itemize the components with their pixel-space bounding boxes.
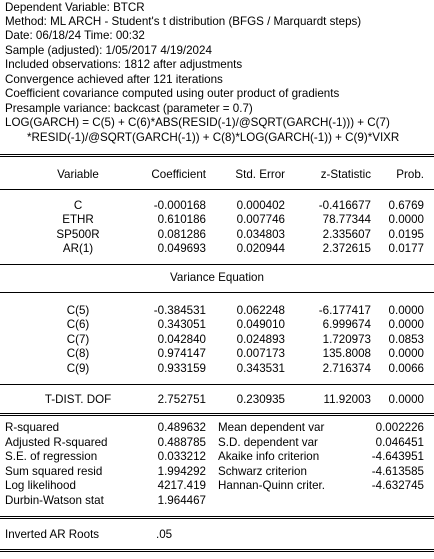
row-prob: 0.0853 — [388, 333, 424, 346]
col-coefficient: Coefficient — [151, 168, 206, 181]
row-coefficient: 2.752751 — [157, 393, 206, 406]
row-prob: 0.0000 — [388, 393, 424, 406]
dependent-variable: Dependent Variable: BTCR — [5, 1, 145, 14]
row-prob: 0.0000 — [388, 318, 424, 331]
row-std-error: 0.230935 — [236, 393, 285, 406]
sample-line: Sample (adjusted): 1/05/2017 4/19/2024 — [5, 44, 212, 57]
col-variable: Variable — [57, 168, 99, 181]
row-std-error: 0.000402 — [236, 199, 285, 212]
row-std-error: 0.049010 — [236, 318, 285, 331]
tdist-top-rule — [0, 384, 434, 385]
stat-label: Sum squared resid — [5, 465, 103, 478]
garch-equation-line-2: *RESID(-1)/@SQRT(GARCH(-1)) + C(8)*LOG(G… — [27, 131, 400, 144]
stat-value: 0.488785 — [157, 436, 206, 449]
row-z-statistic: 2.335607 — [322, 228, 371, 241]
stat-value: 0.033212 — [157, 450, 206, 463]
header-rule — [0, 189, 434, 190]
stat-label: S.E. of regression — [5, 450, 98, 463]
variance-top-rule — [0, 264, 434, 265]
stat-value: 1.994292 — [157, 465, 206, 478]
row-coefficient: 0.933159 — [157, 362, 206, 375]
row-z-statistic: 2.372615 — [322, 242, 371, 255]
stat-label: Durbin-Watson stat — [5, 494, 104, 507]
row-z-statistic: 2.716374 — [322, 362, 371, 375]
row-std-error: 0.020944 — [236, 242, 285, 255]
method-line: Method: ML ARCH - Student's t distributi… — [5, 15, 362, 28]
row-prob: 0.0066 — [388, 362, 424, 375]
row-prob: 0.0195 — [388, 228, 424, 241]
stat-value: 0.489632 — [157, 421, 206, 434]
row-variable: AR(1) — [62, 242, 94, 255]
roots-label: Inverted AR Roots — [5, 528, 100, 541]
row-prob: 0.0000 — [388, 304, 424, 317]
row-std-error: 0.007746 — [236, 213, 285, 226]
row-z-statistic: -6.177417 — [318, 304, 371, 317]
row-prob: 0.6769 — [388, 199, 424, 212]
row-z-statistic: 78.77344 — [322, 213, 371, 226]
stat-label: Log likelihood — [5, 479, 76, 492]
roots-value: .05 — [156, 528, 173, 541]
row-variable: C(6) — [66, 318, 90, 331]
row-coefficient: 0.042840 — [157, 333, 206, 346]
row-std-error: 0.034803 — [236, 228, 285, 241]
col-std-error: Std. Error — [235, 168, 285, 181]
stat-label: Schwarz criterion — [218, 465, 307, 478]
row-z-statistic: 6.999674 — [322, 318, 371, 331]
stat-value: 4217.419 — [157, 479, 206, 492]
stat-label: Mean dependent var — [218, 421, 325, 434]
stats-top-double-rule — [0, 413, 434, 416]
top-double-rule — [0, 154, 434, 157]
stat-label: R-squared — [5, 421, 60, 434]
row-prob: 0.0000 — [388, 213, 424, 226]
col-prob: Prob. — [396, 168, 424, 181]
row-variable: SP500R — [56, 228, 100, 241]
observations-line: Included observations: 1812 after adjust… — [5, 58, 243, 71]
row-coefficient: -0.000168 — [153, 199, 206, 212]
row-variable: C(9) — [66, 362, 90, 375]
row-std-error: 0.007173 — [236, 347, 285, 360]
date-time-line: Date: 06/18/24 Time: 00:32 — [5, 29, 145, 42]
row-coefficient: 0.049693 — [157, 242, 206, 255]
stat-label: Akaike info criterion — [218, 450, 320, 463]
row-std-error: 0.343531 — [236, 362, 285, 375]
row-variable: C(7) — [66, 333, 90, 346]
stat-value: 0.046451 — [375, 436, 424, 449]
stat-value: -4.613585 — [371, 465, 424, 478]
row-z-statistic: -0.416677 — [318, 199, 371, 212]
convergence-line: Convergence achieved after 121 iteration… — [5, 73, 223, 86]
stat-value: 0.002226 — [375, 421, 424, 434]
garch-equation-line-1: LOG(GARCH) = C(5) + C(6)*ABS(RESID(-1)/@… — [5, 116, 390, 129]
covariance-line: Coefficient covariance computed using ou… — [5, 87, 340, 100]
stat-label: S.D. dependent var — [218, 436, 318, 449]
row-z-statistic: 135.8008 — [322, 347, 371, 360]
row-std-error: 0.062248 — [236, 304, 285, 317]
row-z-statistic: 1.720973 — [322, 333, 371, 346]
row-prob: 0.0177 — [388, 242, 424, 255]
row-variable: ETHR — [62, 213, 94, 226]
row-std-error: 0.024893 — [236, 333, 285, 346]
row-coefficient: 0.081286 — [157, 228, 206, 241]
row-variable: C — [73, 199, 83, 212]
row-prob: 0.0000 — [388, 347, 424, 360]
col-z-statistic: z-Statistic — [320, 168, 371, 181]
row-coefficient: 0.343051 — [157, 318, 206, 331]
row-z-statistic: 11.92003 — [323, 393, 372, 406]
stat-label: Hannan-Quinn criter. — [218, 479, 325, 492]
stat-label: Adjusted R-squared — [5, 436, 108, 449]
stat-value: -4.643951 — [371, 450, 424, 463]
variance-bottom-rule — [0, 292, 434, 293]
row-variable: C(5) — [66, 304, 90, 317]
stat-value: -4.632745 — [371, 479, 424, 492]
stat-value: 1.964467 — [157, 494, 206, 507]
row-coefficient: 0.610186 — [157, 213, 206, 226]
roots-top-double-rule — [0, 516, 434, 519]
row-variable: T-DIST. DOF — [44, 393, 112, 406]
bottom-double-rule — [0, 549, 434, 552]
row-coefficient: 0.974147 — [157, 347, 206, 360]
row-variable: C(8) — [66, 347, 90, 360]
row-coefficient: -0.384531 — [153, 304, 206, 317]
presample-line: Presample variance: backcast (parameter … — [5, 102, 253, 115]
variance-equation-title: Variance Equation — [170, 271, 264, 284]
